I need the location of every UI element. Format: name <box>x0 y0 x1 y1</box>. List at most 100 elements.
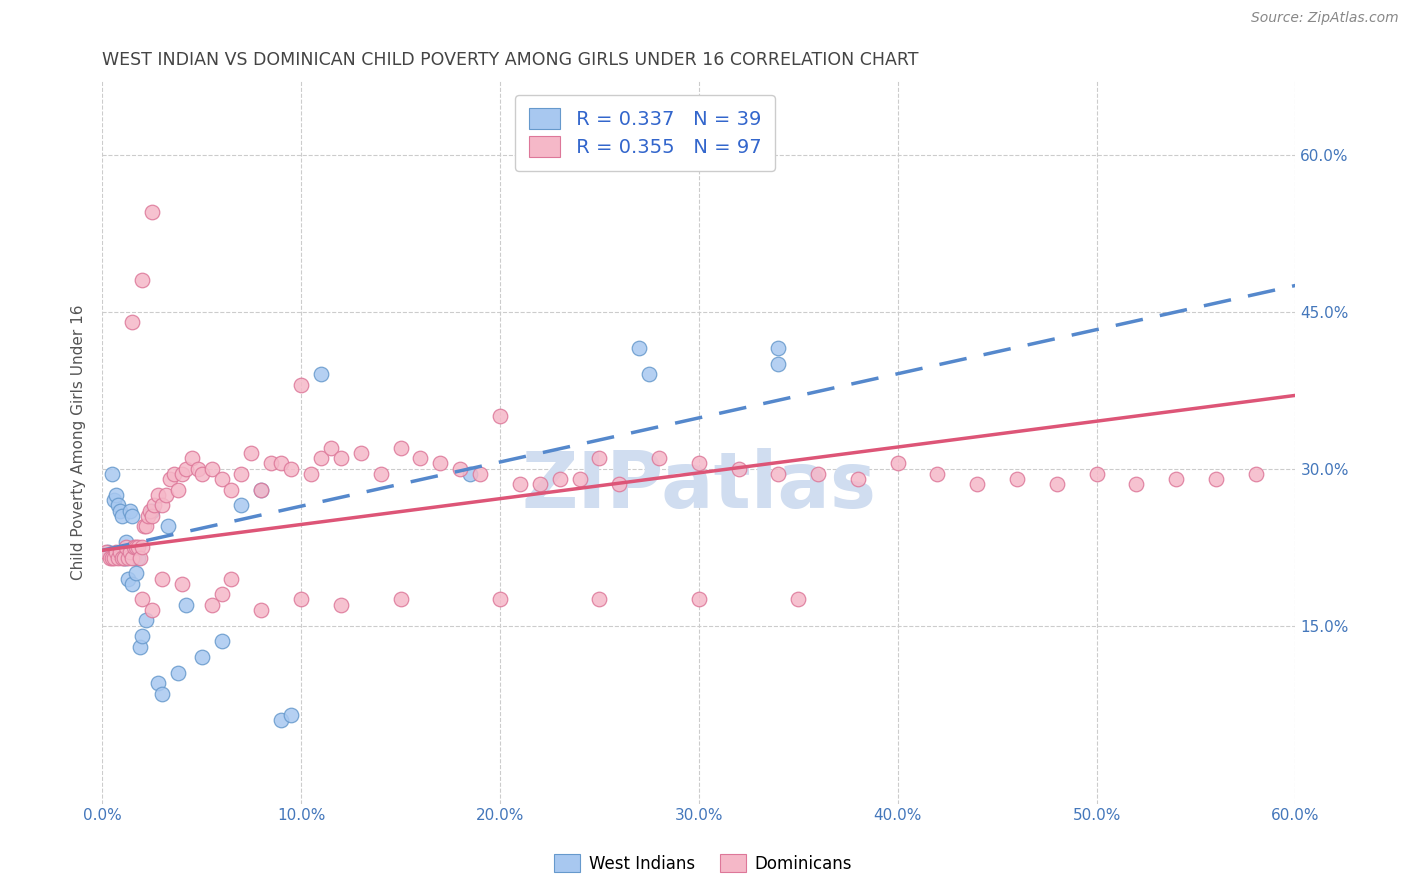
Point <box>129 550 152 565</box>
Point <box>117 550 139 565</box>
Point <box>96 545 118 559</box>
Point <box>174 461 197 475</box>
Point <box>159 472 181 486</box>
Point <box>1244 467 1267 481</box>
Point <box>136 508 159 523</box>
Point <box>927 467 949 481</box>
Point <box>150 572 173 586</box>
Point <box>548 472 571 486</box>
Point <box>146 676 169 690</box>
Point <box>250 483 273 497</box>
Point <box>127 550 149 565</box>
Point <box>115 535 138 549</box>
Point <box>966 477 988 491</box>
Point <box>290 592 312 607</box>
Point <box>688 457 710 471</box>
Point <box>115 540 138 554</box>
Point <box>200 461 222 475</box>
Point <box>458 467 481 481</box>
Point <box>131 540 153 554</box>
Point <box>187 461 209 475</box>
Point <box>190 467 212 481</box>
Text: WEST INDIAN VS DOMINICAN CHILD POVERTY AMONG GIRLS UNDER 16 CORRELATION CHART: WEST INDIAN VS DOMINICAN CHILD POVERTY A… <box>103 51 918 69</box>
Point <box>163 467 186 481</box>
Point <box>131 592 153 607</box>
Point <box>1046 477 1069 491</box>
Point <box>135 614 157 628</box>
Point <box>105 545 128 559</box>
Point <box>141 503 163 517</box>
Point <box>111 508 134 523</box>
Point <box>108 503 131 517</box>
Point <box>1085 467 1108 481</box>
Point <box>429 457 451 471</box>
Point <box>121 576 143 591</box>
Point <box>111 550 134 565</box>
Point <box>135 519 157 533</box>
Point <box>190 650 212 665</box>
Point <box>529 477 551 491</box>
Point <box>489 592 512 607</box>
Point <box>101 467 124 481</box>
Point <box>170 467 193 481</box>
Point <box>688 592 710 607</box>
Point <box>1125 477 1147 491</box>
Point <box>117 572 139 586</box>
Point <box>131 629 153 643</box>
Point <box>240 446 263 460</box>
Point <box>112 550 135 565</box>
Point <box>98 550 121 565</box>
Point <box>329 451 352 466</box>
Point <box>489 409 512 424</box>
Point <box>607 477 630 491</box>
Point <box>155 488 177 502</box>
Point <box>290 378 312 392</box>
Point <box>170 576 193 591</box>
Point <box>141 508 163 523</box>
Point <box>141 603 163 617</box>
Point <box>309 451 332 466</box>
Point <box>103 493 125 508</box>
Point <box>768 341 790 355</box>
Point <box>139 503 162 517</box>
Point <box>648 451 671 466</box>
Point <box>122 550 145 565</box>
Point <box>846 472 869 486</box>
Point <box>329 598 352 612</box>
Point <box>107 498 129 512</box>
Y-axis label: Child Poverty Among Girls Under 16: Child Poverty Among Girls Under 16 <box>72 305 86 580</box>
Point <box>129 640 152 654</box>
Point <box>350 446 373 460</box>
Point <box>132 519 155 533</box>
Point <box>588 451 610 466</box>
Text: ZIPatlas: ZIPatlas <box>522 448 876 524</box>
Point <box>638 368 661 382</box>
Point <box>1205 472 1227 486</box>
Point <box>174 598 197 612</box>
Point <box>118 545 141 559</box>
Point <box>118 503 141 517</box>
Point <box>509 477 531 491</box>
Point <box>150 687 173 701</box>
Point <box>211 634 233 648</box>
Point <box>231 498 253 512</box>
Point <box>121 315 143 329</box>
Point <box>166 665 188 680</box>
Point <box>389 592 412 607</box>
Point <box>142 498 165 512</box>
Point <box>107 550 129 565</box>
Point <box>270 713 292 727</box>
Point <box>108 545 131 559</box>
Point <box>807 467 830 481</box>
Point <box>309 368 332 382</box>
Text: Source: ZipAtlas.com: Source: ZipAtlas.com <box>1251 11 1399 25</box>
Point <box>886 457 908 471</box>
Point <box>280 707 302 722</box>
Point <box>299 467 322 481</box>
Point <box>121 508 143 523</box>
Point <box>111 545 134 559</box>
Point <box>250 483 273 497</box>
Point <box>221 572 243 586</box>
Point <box>166 483 188 497</box>
Point <box>121 550 143 565</box>
